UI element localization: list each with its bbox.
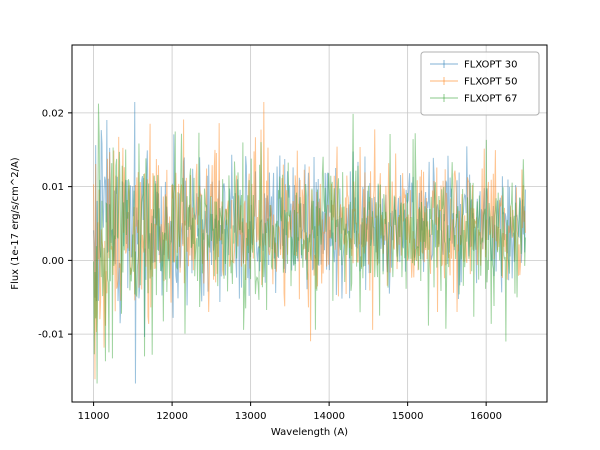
x-tick-label: 12000 xyxy=(156,411,188,422)
legend-label: FLXOPT 50 xyxy=(464,77,517,88)
legend-label: FLXOPT 67 xyxy=(464,94,517,105)
series-line-flxopt-67 xyxy=(93,103,526,384)
x-tick-label: 15000 xyxy=(392,411,424,422)
y-tick-label: 0.00 xyxy=(42,256,64,267)
x-axis-label: Wavelength (A) xyxy=(271,427,348,438)
y-tick-label: 0.01 xyxy=(42,182,64,193)
axes-frame xyxy=(71,44,548,403)
x-tick-label: 13000 xyxy=(235,411,267,422)
x-tick-label: 16000 xyxy=(470,411,502,422)
x-tick-label: 14000 xyxy=(313,411,345,422)
x-tick-label: 11000 xyxy=(78,411,110,422)
y-tick-label: -0.01 xyxy=(38,330,64,341)
series-line-flxopt-50 xyxy=(93,101,526,380)
legend-label: FLXOPT 30 xyxy=(464,60,517,71)
legend-box xyxy=(420,51,540,116)
y-axis-label: Flux (1e-17 erg/s/cm^2/A) xyxy=(10,157,21,289)
y-tick-label: 0.02 xyxy=(42,108,64,119)
series-line-flxopt-30 xyxy=(93,102,526,384)
